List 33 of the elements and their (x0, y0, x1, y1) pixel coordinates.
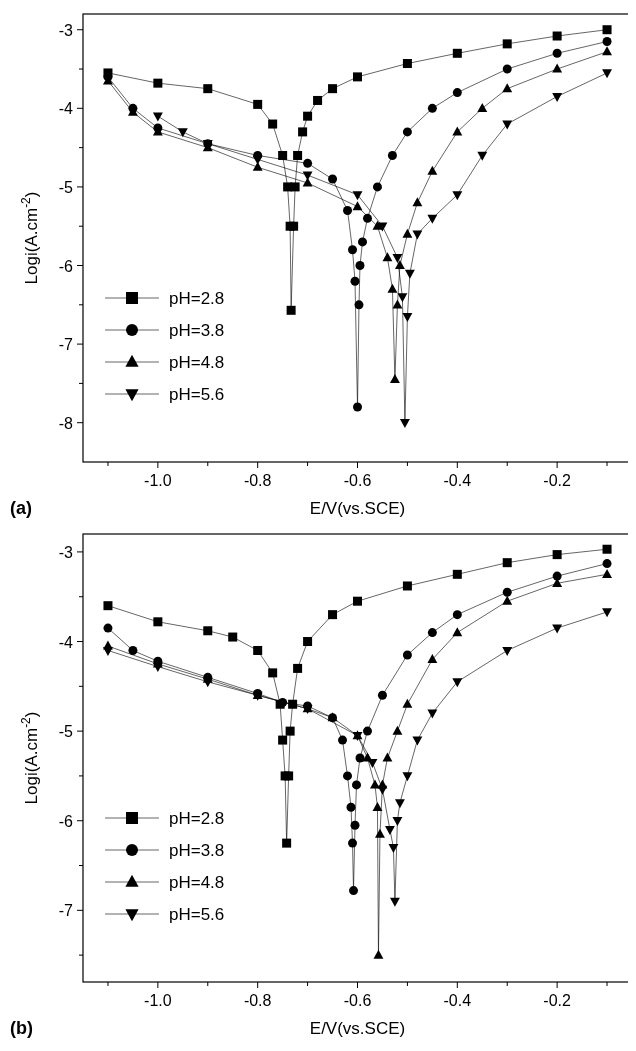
x-tick-label: -0.2 (543, 472, 572, 489)
y-tick-label: -3 (58, 543, 74, 561)
legend-label: pH=3.8 (169, 841, 225, 860)
x-tick-label: -0.8 (243, 472, 272, 489)
legend-label: pH=4.8 (169, 873, 225, 892)
x-tick-label: -0.4 (443, 472, 472, 489)
y-tick-label: -8 (58, 414, 74, 432)
y-tick-label: -4 (58, 100, 74, 118)
y-tick-label: -6 (58, 812, 74, 830)
y-tick-label: -7 (58, 902, 74, 920)
y-tick-label: -5 (58, 178, 74, 196)
x-tick-label: -1.0 (144, 992, 172, 1009)
y-tick-label: -5 (58, 723, 74, 741)
x-axis-title: E/V(vs.SCE) (309, 499, 406, 518)
x-tick-label: -0.8 (243, 992, 272, 1009)
x-tick-label: -0.4 (443, 992, 472, 1009)
x-tick-label: -0.2 (543, 992, 572, 1009)
text: (b) (10, 1018, 33, 1038)
x-tick-label: -0.6 (343, 472, 372, 489)
legend-label: pH=4.8 (169, 353, 225, 372)
x-tick-label: -1.0 (144, 472, 172, 489)
legend-label: pH=2.8 (169, 289, 225, 308)
x-tick-label: -0.6 (343, 992, 372, 1009)
legend-label: pH=3.8 (169, 321, 225, 340)
legend-label: pH=5.6 (169, 905, 225, 924)
legend-label: pH=2.8 (169, 809, 225, 828)
x-axis-title: E/V(vs.SCE) (309, 1019, 406, 1038)
legend-label: pH=5.6 (169, 385, 225, 404)
y-tick-label: -4 (58, 633, 74, 651)
text: (a) (10, 498, 32, 518)
y-tick-label: -6 (58, 257, 74, 275)
y-tick-label: -3 (58, 21, 74, 39)
y-tick-label: -7 (58, 336, 74, 354)
